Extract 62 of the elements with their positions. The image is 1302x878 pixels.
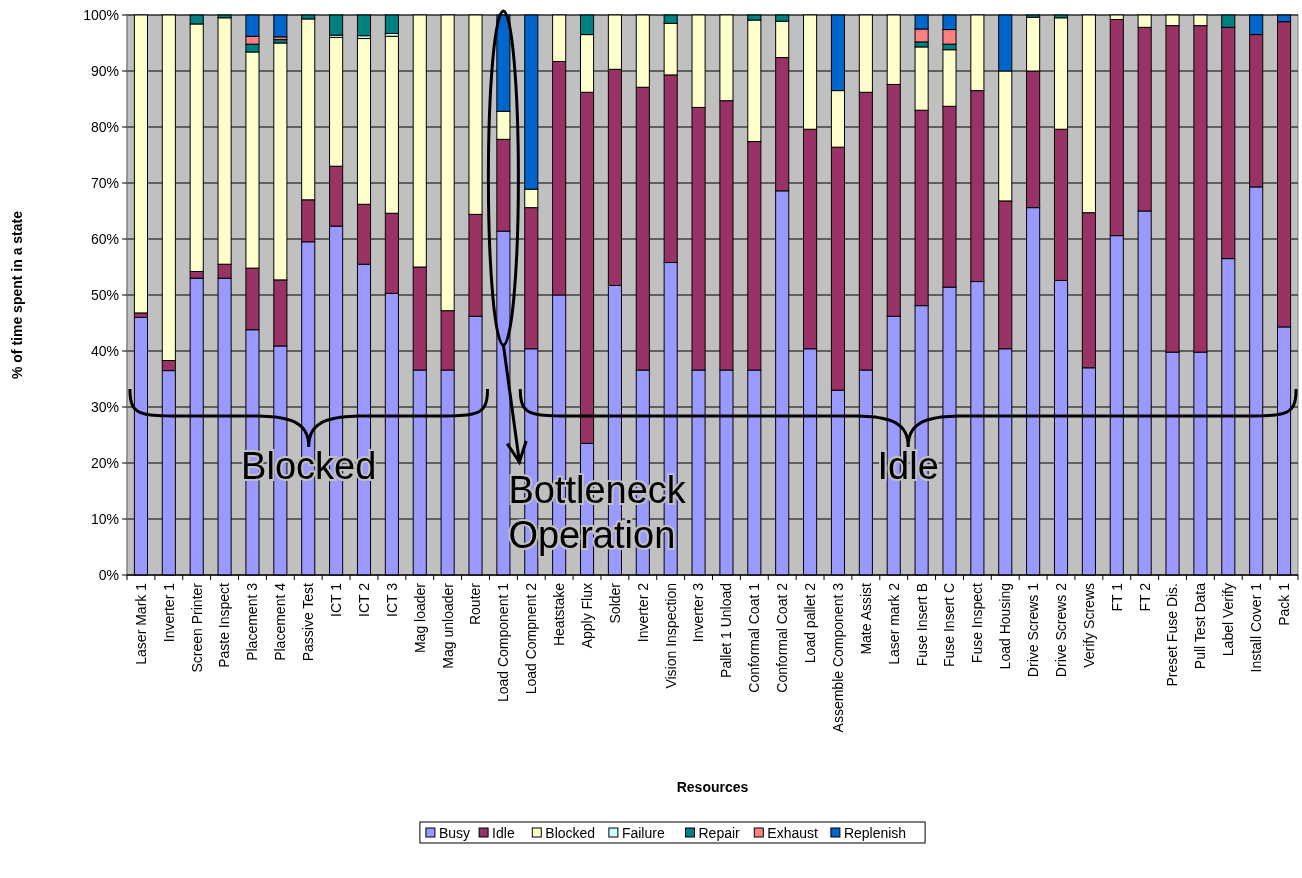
y-tick-label: 100% — [83, 6, 119, 23]
x-tick-label: Install Cover 1 — [1248, 582, 1265, 673]
x-tick-label: Mate Assist — [857, 582, 874, 655]
x-tick-label: ICT 3 — [383, 582, 400, 617]
x-tick-label: Inverter 2 — [634, 582, 651, 643]
x-tick-label: Vision Inspection — [662, 583, 679, 689]
x-tick-label: Preset Fuse Dis. — [1164, 583, 1181, 687]
y-tick-label: 90% — [90, 62, 119, 79]
y-tick-label: 10% — [90, 510, 119, 527]
y-axis-title: % of time spent in a state — [9, 210, 25, 380]
legend-label: Busy — [438, 824, 471, 841]
x-tick-label: Pull Test Data — [1192, 582, 1209, 670]
y-tick-label: 30% — [90, 398, 119, 415]
x-tick-label: Apply Flux — [578, 583, 595, 649]
x-tick-label: Paste Inspect — [216, 582, 233, 668]
y-tick-label: 20% — [90, 454, 119, 471]
x-tick-label: Fuse Insert B — [913, 583, 930, 667]
y-tick-label: 70% — [90, 174, 119, 191]
legend-label: Blocked — [545, 824, 596, 841]
x-tick-label: Mag loader — [411, 582, 428, 654]
x-tick-label: Placement 3 — [244, 582, 261, 661]
x-tick-label: ICT 2 — [355, 582, 372, 617]
x-tick-label: Inverter 1 — [160, 582, 177, 643]
x-tick-label: FT 2 — [1136, 582, 1153, 612]
y-tick-label: 60% — [90, 230, 119, 247]
x-tick-label: ICT 1 — [328, 582, 345, 617]
x-tick-label: Load Component 1 — [495, 582, 512, 703]
x-tick-label: Label Verify — [1220, 583, 1237, 657]
y-tick-label: 40% — [90, 342, 119, 359]
x-tick-label: Screen Printer — [188, 582, 205, 673]
x-tick-label: Router — [467, 582, 484, 626]
x-tick-label: Conformal Coat 1 — [746, 582, 763, 693]
x-tick-label: Conformal Coat 2 — [774, 582, 791, 693]
x-tick-label: Passive Test — [300, 582, 317, 662]
x-tick-label: Inverter 3 — [690, 582, 707, 643]
legend-label: Replenish — [843, 824, 907, 841]
x-axis-title: Resources — [676, 779, 749, 795]
x-tick-label: Load Housing — [997, 583, 1014, 670]
x-tick-label: Mag unloader — [439, 582, 456, 669]
x-tick-label: Drive Screws 2 — [1052, 582, 1069, 678]
y-tick-label: 0% — [98, 566, 119, 583]
x-tick-label: Assemble Component 3 — [829, 582, 846, 733]
x-tick-label: Fuse Insert C — [941, 583, 958, 668]
x-tick-label: Placement 4 — [272, 582, 289, 661]
x-tick-label: Laser Mark 1 — [132, 582, 149, 665]
legend-label: Idle — [492, 824, 515, 841]
y-tick-label: 80% — [90, 118, 119, 135]
x-tick-label: Fuse Inspect — [969, 582, 986, 664]
x-tick-label: Verify Screws — [1080, 583, 1097, 668]
x-tick-label: Pack 1 — [1275, 582, 1292, 626]
x-tick-label: Solder — [606, 582, 623, 624]
y-tick-label: 50% — [90, 286, 119, 303]
x-tick-label: Load pallet 2 — [801, 582, 818, 664]
legend-label: Failure — [621, 824, 665, 841]
x-tick-label: Load Compnent 2 — [523, 582, 540, 695]
x-tick-label: FT 1 — [1108, 582, 1125, 612]
legend-label: Repair — [698, 824, 741, 841]
x-tick-label: Drive Screws 1 — [1025, 582, 1042, 678]
x-tick-label: Heatstake — [551, 582, 568, 647]
x-tick-label: Pallet 1 Unload — [718, 583, 735, 678]
x-tick-label: Laser mark 2 — [885, 582, 902, 665]
legend-label: Exhaust — [767, 824, 818, 841]
